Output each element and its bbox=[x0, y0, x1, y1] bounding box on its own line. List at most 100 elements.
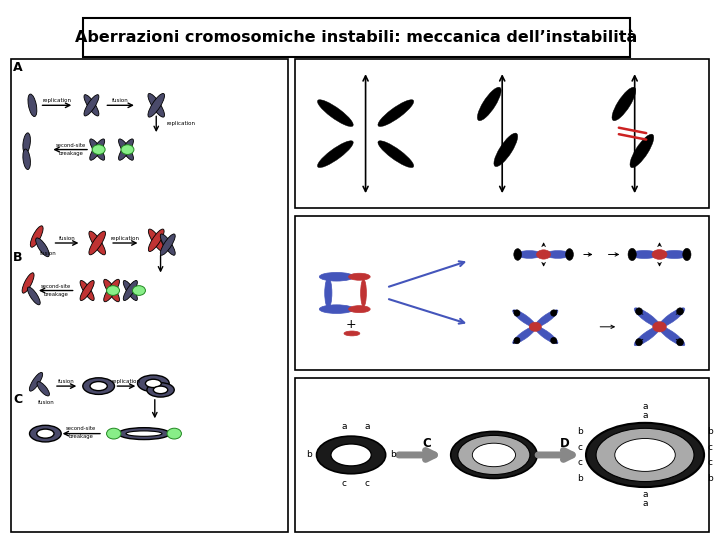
Ellipse shape bbox=[361, 280, 366, 306]
Text: a: a bbox=[642, 402, 648, 411]
Ellipse shape bbox=[36, 238, 49, 256]
Ellipse shape bbox=[458, 435, 530, 475]
Ellipse shape bbox=[153, 386, 168, 394]
Ellipse shape bbox=[23, 133, 30, 153]
Text: c: c bbox=[364, 478, 369, 488]
Bar bbox=[295, 378, 709, 532]
Ellipse shape bbox=[325, 278, 332, 308]
Text: a: a bbox=[642, 499, 648, 508]
Ellipse shape bbox=[119, 139, 133, 160]
Ellipse shape bbox=[513, 310, 536, 327]
Text: C: C bbox=[423, 436, 431, 450]
Text: a: a bbox=[642, 411, 648, 420]
Ellipse shape bbox=[659, 326, 685, 346]
Ellipse shape bbox=[661, 251, 688, 259]
Ellipse shape bbox=[104, 279, 120, 302]
Text: c: c bbox=[707, 443, 712, 452]
Circle shape bbox=[132, 286, 145, 295]
Text: fusion: fusion bbox=[58, 236, 76, 241]
Text: b: b bbox=[707, 474, 713, 483]
Ellipse shape bbox=[348, 273, 370, 280]
Ellipse shape bbox=[161, 234, 175, 255]
Ellipse shape bbox=[478, 447, 510, 463]
Text: breakage: breakage bbox=[69, 434, 94, 439]
Text: c: c bbox=[707, 458, 712, 467]
Circle shape bbox=[107, 428, 121, 439]
Bar bbox=[295, 216, 709, 370]
Ellipse shape bbox=[147, 383, 174, 397]
Bar bbox=[11, 59, 288, 532]
Ellipse shape bbox=[628, 248, 636, 261]
Bar bbox=[83, 18, 630, 57]
Ellipse shape bbox=[148, 93, 165, 117]
Text: b: b bbox=[707, 427, 713, 436]
Ellipse shape bbox=[27, 287, 40, 305]
Ellipse shape bbox=[472, 443, 516, 467]
Ellipse shape bbox=[634, 326, 660, 346]
Text: replication: replication bbox=[111, 236, 140, 241]
Bar bbox=[295, 59, 709, 208]
Ellipse shape bbox=[30, 373, 42, 391]
Ellipse shape bbox=[683, 248, 691, 261]
Ellipse shape bbox=[123, 280, 138, 301]
Ellipse shape bbox=[545, 251, 571, 258]
Text: a: a bbox=[642, 490, 648, 499]
Text: +: + bbox=[346, 318, 356, 331]
Ellipse shape bbox=[513, 326, 536, 344]
Ellipse shape bbox=[514, 310, 520, 316]
Ellipse shape bbox=[536, 250, 551, 259]
Ellipse shape bbox=[148, 229, 164, 252]
Ellipse shape bbox=[23, 149, 30, 170]
Text: C: C bbox=[13, 393, 22, 406]
Text: c: c bbox=[577, 443, 582, 452]
Text: replication: replication bbox=[42, 98, 71, 104]
Ellipse shape bbox=[148, 93, 165, 117]
Text: fusion: fusion bbox=[40, 251, 56, 256]
Ellipse shape bbox=[586, 423, 704, 487]
Ellipse shape bbox=[378, 141, 414, 167]
Text: b: b bbox=[307, 450, 312, 460]
Ellipse shape bbox=[89, 231, 106, 255]
Ellipse shape bbox=[631, 251, 658, 259]
Ellipse shape bbox=[119, 139, 133, 160]
Ellipse shape bbox=[634, 308, 660, 327]
Ellipse shape bbox=[104, 279, 120, 302]
Text: b: b bbox=[577, 474, 583, 483]
Circle shape bbox=[121, 145, 134, 154]
Ellipse shape bbox=[494, 133, 518, 167]
Ellipse shape bbox=[652, 322, 667, 332]
Ellipse shape bbox=[348, 306, 370, 313]
Ellipse shape bbox=[37, 429, 54, 438]
Ellipse shape bbox=[529, 322, 541, 332]
Text: b: b bbox=[390, 450, 396, 460]
Ellipse shape bbox=[596, 428, 694, 482]
Ellipse shape bbox=[123, 280, 138, 301]
Ellipse shape bbox=[80, 280, 94, 301]
Ellipse shape bbox=[22, 273, 34, 293]
Ellipse shape bbox=[677, 339, 683, 346]
Ellipse shape bbox=[636, 308, 642, 315]
Ellipse shape bbox=[126, 431, 162, 436]
Ellipse shape bbox=[30, 226, 43, 247]
Ellipse shape bbox=[318, 100, 354, 126]
Ellipse shape bbox=[551, 338, 557, 344]
Text: fusion: fusion bbox=[38, 400, 55, 405]
Ellipse shape bbox=[514, 248, 521, 260]
Ellipse shape bbox=[317, 436, 386, 474]
Text: second-site: second-site bbox=[66, 426, 96, 431]
Text: a: a bbox=[364, 422, 369, 431]
Ellipse shape bbox=[535, 326, 558, 344]
Ellipse shape bbox=[148, 229, 164, 252]
Ellipse shape bbox=[84, 94, 99, 116]
Ellipse shape bbox=[630, 134, 654, 168]
Ellipse shape bbox=[652, 249, 667, 259]
Ellipse shape bbox=[378, 100, 414, 126]
Ellipse shape bbox=[161, 234, 175, 255]
Text: b: b bbox=[577, 427, 583, 436]
Ellipse shape bbox=[84, 94, 99, 116]
Ellipse shape bbox=[138, 375, 169, 391]
Ellipse shape bbox=[83, 378, 114, 394]
Ellipse shape bbox=[90, 139, 104, 160]
Text: A: A bbox=[13, 61, 22, 74]
Ellipse shape bbox=[90, 382, 107, 390]
